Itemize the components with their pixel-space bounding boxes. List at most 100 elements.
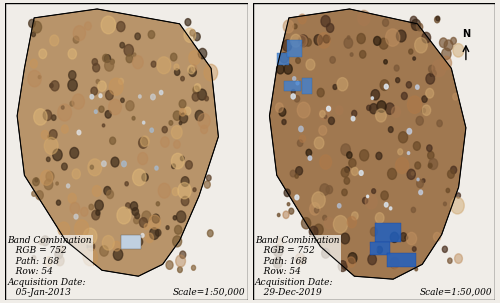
Circle shape <box>282 119 286 125</box>
Circle shape <box>454 254 462 263</box>
Circle shape <box>284 64 292 74</box>
Text: Scale=1:50,000: Scale=1:50,000 <box>420 288 492 297</box>
Bar <box>387 253 416 267</box>
Circle shape <box>180 156 184 161</box>
Circle shape <box>310 202 320 215</box>
Circle shape <box>450 166 456 174</box>
Circle shape <box>299 36 304 43</box>
Circle shape <box>188 65 194 74</box>
Circle shape <box>284 189 290 197</box>
Circle shape <box>338 204 341 208</box>
Circle shape <box>428 163 432 168</box>
Circle shape <box>90 95 94 99</box>
Circle shape <box>298 140 303 146</box>
Circle shape <box>111 157 119 167</box>
Circle shape <box>173 111 181 120</box>
Circle shape <box>92 185 102 196</box>
Circle shape <box>282 40 292 51</box>
Circle shape <box>84 228 97 245</box>
Circle shape <box>317 88 324 97</box>
Circle shape <box>326 105 332 113</box>
Circle shape <box>415 268 418 271</box>
Circle shape <box>396 30 406 42</box>
Circle shape <box>74 220 89 237</box>
Circle shape <box>437 120 442 127</box>
Polygon shape <box>17 9 218 276</box>
Circle shape <box>68 49 76 59</box>
Polygon shape <box>270 9 466 279</box>
Circle shape <box>28 70 42 87</box>
Circle shape <box>417 178 419 181</box>
Circle shape <box>370 104 378 114</box>
Circle shape <box>180 76 184 81</box>
Circle shape <box>336 106 343 115</box>
Circle shape <box>160 137 169 147</box>
Text: Band Combination
   RGB = 752
   Path: 168
   Row: 54
Acquisition Date:
   29-De: Band Combination RGB = 752 Path: 168 Row… <box>255 236 340 297</box>
Circle shape <box>390 232 398 242</box>
Circle shape <box>419 190 422 195</box>
Circle shape <box>91 87 98 95</box>
Text: Band Combination
   RGB = 752
   Path: 168
   Row: 54
Acquisition Date:
   05-Ja: Band Combination RGB = 752 Path: 168 Row… <box>8 236 92 297</box>
Circle shape <box>176 211 186 222</box>
Circle shape <box>102 124 105 127</box>
Circle shape <box>117 207 131 224</box>
Circle shape <box>326 106 330 111</box>
Circle shape <box>109 78 123 95</box>
Circle shape <box>384 203 388 207</box>
Circle shape <box>314 207 319 213</box>
Circle shape <box>422 96 427 102</box>
Circle shape <box>155 166 158 170</box>
Circle shape <box>68 79 78 91</box>
Circle shape <box>172 188 179 196</box>
Circle shape <box>436 16 440 21</box>
Circle shape <box>412 247 416 251</box>
Circle shape <box>377 101 386 112</box>
Circle shape <box>371 90 380 100</box>
Circle shape <box>392 106 400 118</box>
Circle shape <box>308 156 312 160</box>
Circle shape <box>130 202 138 211</box>
Circle shape <box>32 255 35 260</box>
Circle shape <box>340 233 349 244</box>
Circle shape <box>298 126 303 132</box>
Circle shape <box>344 38 352 48</box>
Circle shape <box>298 35 307 47</box>
Circle shape <box>296 58 300 63</box>
Circle shape <box>132 208 138 215</box>
Circle shape <box>380 38 388 49</box>
Circle shape <box>321 15 330 27</box>
Circle shape <box>396 157 409 174</box>
Circle shape <box>306 149 312 156</box>
Circle shape <box>342 189 347 196</box>
Circle shape <box>135 33 140 40</box>
Circle shape <box>348 253 357 264</box>
Circle shape <box>344 178 350 184</box>
Circle shape <box>44 137 58 154</box>
Circle shape <box>70 148 78 158</box>
Circle shape <box>279 108 286 116</box>
Circle shape <box>444 40 453 51</box>
Circle shape <box>406 82 412 88</box>
Circle shape <box>341 144 350 155</box>
Circle shape <box>138 137 147 148</box>
Circle shape <box>276 103 283 112</box>
Circle shape <box>430 73 432 76</box>
Circle shape <box>360 51 366 58</box>
Circle shape <box>157 57 171 74</box>
Circle shape <box>178 182 191 199</box>
Circle shape <box>102 235 115 250</box>
Circle shape <box>55 249 62 259</box>
Circle shape <box>181 177 189 186</box>
Circle shape <box>283 20 294 33</box>
Circle shape <box>446 188 450 193</box>
Circle shape <box>102 54 109 62</box>
Circle shape <box>390 253 402 269</box>
Circle shape <box>94 110 97 113</box>
Circle shape <box>278 238 283 245</box>
Circle shape <box>314 137 324 149</box>
Circle shape <box>62 106 64 109</box>
Circle shape <box>326 186 332 194</box>
Circle shape <box>385 103 394 114</box>
Circle shape <box>84 22 91 30</box>
Circle shape <box>125 182 128 186</box>
